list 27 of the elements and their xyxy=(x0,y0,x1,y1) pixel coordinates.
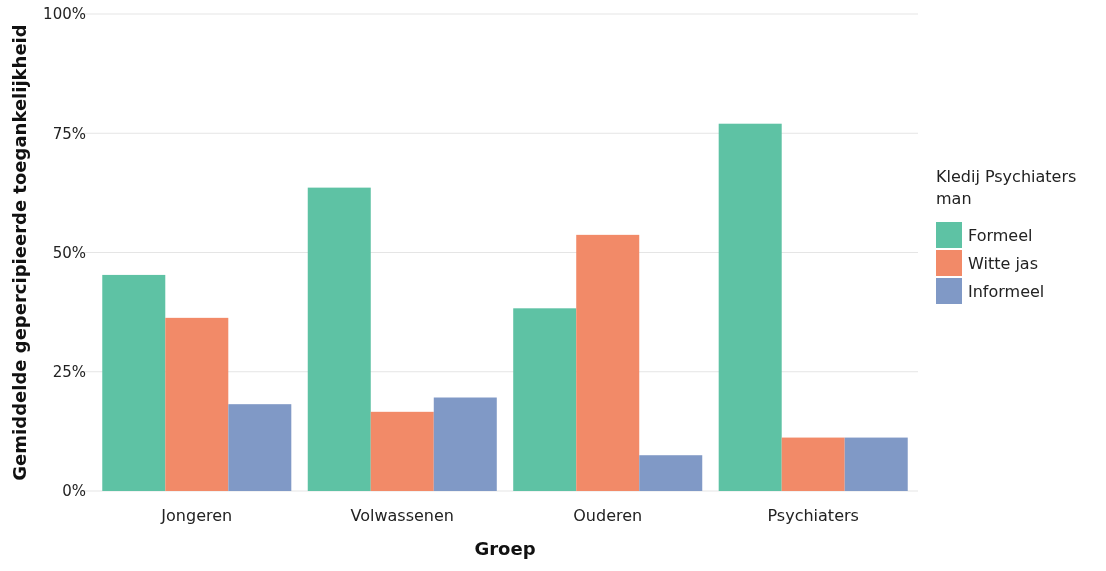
bar xyxy=(102,274,166,491)
x-tick-label: Jongeren xyxy=(160,506,233,525)
bar xyxy=(639,455,703,491)
x-tick-label: Volwassenen xyxy=(350,506,454,525)
legend-title: Kledij Psychiaters man xyxy=(936,167,1077,208)
bar xyxy=(433,397,497,491)
x-axis-title: Groep xyxy=(474,538,536,559)
legend-label: Informeel xyxy=(968,281,1045,301)
bar xyxy=(228,404,292,491)
y-tick-label: 100% xyxy=(43,5,86,24)
bar xyxy=(781,437,845,491)
bar xyxy=(718,123,782,491)
bar xyxy=(370,411,434,491)
x-tick-label: Ouderen xyxy=(573,506,643,525)
legend-label: Formeel xyxy=(968,225,1033,245)
bar xyxy=(165,317,229,491)
y-tick-label: 25% xyxy=(52,363,86,381)
bar xyxy=(844,437,908,491)
bar xyxy=(576,234,640,491)
y-tick-label: 75% xyxy=(52,124,86,143)
y-tick-label: 50% xyxy=(52,243,86,262)
y-tick-label: 0% xyxy=(62,482,86,501)
bar xyxy=(513,308,577,491)
x-tick-label: Psychiaters xyxy=(767,506,859,525)
legend-label: Witte jas xyxy=(968,253,1038,273)
bar xyxy=(307,187,371,491)
y-axis-title: Gemiddelde gepercipieerde toegankelijkheid xyxy=(9,24,30,481)
